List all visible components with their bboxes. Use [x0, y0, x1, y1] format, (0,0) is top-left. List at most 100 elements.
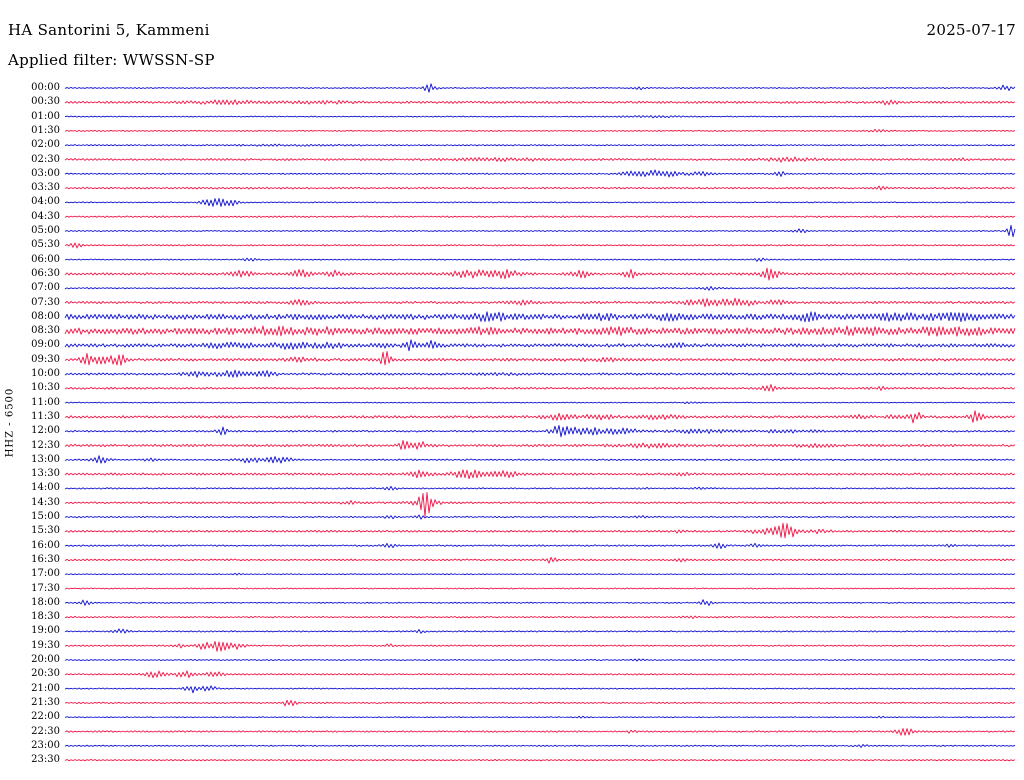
trace-16-00	[64, 542, 1016, 550]
time-label-06-30: 06:30	[31, 267, 60, 279]
time-label-19-30: 19:30	[31, 639, 60, 651]
trace-10-30	[64, 384, 1016, 392]
time-label-15-00: 15:00	[31, 511, 60, 522]
time-label-17-00: 17:00	[31, 568, 60, 580]
time-label-08-00: 08:00	[31, 310, 60, 322]
time-label-17-30: 17:30	[31, 582, 60, 594]
time-label-08-30: 08:30	[31, 325, 60, 337]
trace-02-30	[64, 156, 1016, 163]
trace-11-30	[64, 410, 1016, 424]
time-label-15-30: 15:30	[31, 525, 60, 537]
trace-07-30	[64, 297, 1016, 308]
trace-10-00	[64, 369, 1016, 378]
applied-filter-label: Applied filter: WWSSN-SP	[8, 51, 215, 69]
trace-22-00	[64, 715, 1016, 719]
record-date: 2025-07-17	[926, 21, 1016, 39]
trace-23-30	[64, 758, 1016, 762]
time-label-05-30: 05:30	[31, 239, 60, 251]
time-label-14-00: 14:00	[31, 482, 60, 494]
trace-12-30	[64, 440, 1016, 450]
trace-13-30	[64, 469, 1016, 480]
time-label-12-00: 12:00	[31, 425, 60, 437]
time-label-22-00: 22:00	[31, 711, 60, 723]
trace-15-30	[64, 522, 1016, 539]
trace-07-00	[64, 285, 1016, 291]
time-label-21-00: 21:00	[31, 682, 60, 694]
time-label-14-30: 14:30	[31, 496, 60, 508]
trace-11-00	[64, 401, 1016, 405]
time-label-18-30: 18:30	[31, 611, 60, 623]
trace-17-00	[64, 572, 1016, 576]
trace-22-30	[64, 728, 1016, 736]
trace-23-00	[64, 744, 1016, 748]
time-label-01-30: 01:30	[31, 124, 60, 136]
trace-19-30	[64, 640, 1016, 652]
trace-01-30	[64, 128, 1016, 133]
trace-08-30	[64, 325, 1016, 337]
time-label-21-30: 21:30	[31, 696, 60, 708]
time-label-02-00: 02:00	[31, 139, 60, 151]
time-label-10-00: 10:00	[31, 368, 60, 379]
trace-19-00	[64, 628, 1016, 634]
time-label-07-00: 07:00	[31, 282, 60, 294]
trace-14-00	[64, 485, 1016, 491]
time-label-20-30: 20:30	[31, 668, 60, 680]
time-label-06-00: 06:00	[31, 253, 60, 265]
trace-18-00	[64, 599, 1016, 606]
time-label-04-30: 04:30	[31, 210, 60, 222]
time-label-11-30: 11:30	[31, 410, 60, 422]
time-label-16-00: 16:00	[31, 539, 60, 551]
trace-08-00	[64, 311, 1016, 323]
trace-05-00	[64, 224, 1016, 238]
time-label-20-00: 20:00	[31, 654, 60, 665]
time-label-19-00: 19:00	[31, 625, 60, 637]
time-label-07-30: 07:30	[31, 296, 60, 308]
trace-03-30	[64, 185, 1016, 191]
time-label-11-00: 11:00	[31, 396, 60, 408]
trace-20-00	[64, 658, 1016, 662]
time-label-09-30: 09:30	[31, 353, 60, 365]
time-label-18-00: 18:00	[31, 596, 60, 608]
trace-20-30	[64, 670, 1016, 679]
time-label-02-30: 02:30	[31, 153, 60, 165]
trace-06-30	[64, 267, 1016, 281]
trace-03-00	[64, 169, 1016, 178]
trace-05-30	[64, 242, 1016, 249]
time-label-22-30: 22:30	[31, 725, 60, 737]
trace-18-30	[64, 615, 1016, 620]
time-label-00-30: 00:30	[31, 96, 60, 108]
trace-12-00	[64, 424, 1016, 438]
trace-13-00	[64, 455, 1016, 464]
trace-06-00	[64, 257, 1016, 262]
station-title: HA Santorini 5, Kammeni	[8, 21, 210, 39]
time-label-23-30: 23:30	[31, 754, 60, 766]
trace-04-30	[64, 215, 1016, 218]
trace-04-00	[64, 198, 1016, 207]
time-label-23-00: 23:00	[31, 739, 60, 751]
time-label-04-00: 04:00	[31, 196, 60, 208]
time-label-00-00: 00:00	[31, 82, 60, 93]
time-label-13-30: 13:30	[31, 468, 60, 480]
time-label-10-30: 10:30	[31, 382, 60, 394]
trace-21-30	[64, 699, 1016, 707]
trace-09-00	[64, 339, 1016, 352]
trace-02-00	[64, 143, 1016, 147]
trace-17-30	[64, 587, 1016, 590]
time-label-01-00: 01:00	[31, 110, 60, 122]
time-label-09-00: 09:00	[31, 339, 60, 351]
time-label-12-30: 12:30	[31, 439, 60, 451]
trace-09-30	[64, 351, 1016, 366]
time-label-16-30: 16:30	[31, 553, 60, 565]
trace-14-30	[64, 492, 1016, 517]
time-label-03-30: 03:30	[31, 182, 60, 194]
time-label-05-00: 05:00	[31, 225, 60, 236]
trace-16-30	[64, 556, 1016, 564]
time-label-13-00: 13:00	[31, 453, 60, 465]
trace-15-00	[64, 514, 1016, 520]
time-label-03-00: 03:00	[31, 167, 60, 179]
trace-00-30	[64, 99, 1016, 106]
trace-00-00	[64, 83, 1016, 93]
trace-01-00	[64, 115, 1016, 119]
